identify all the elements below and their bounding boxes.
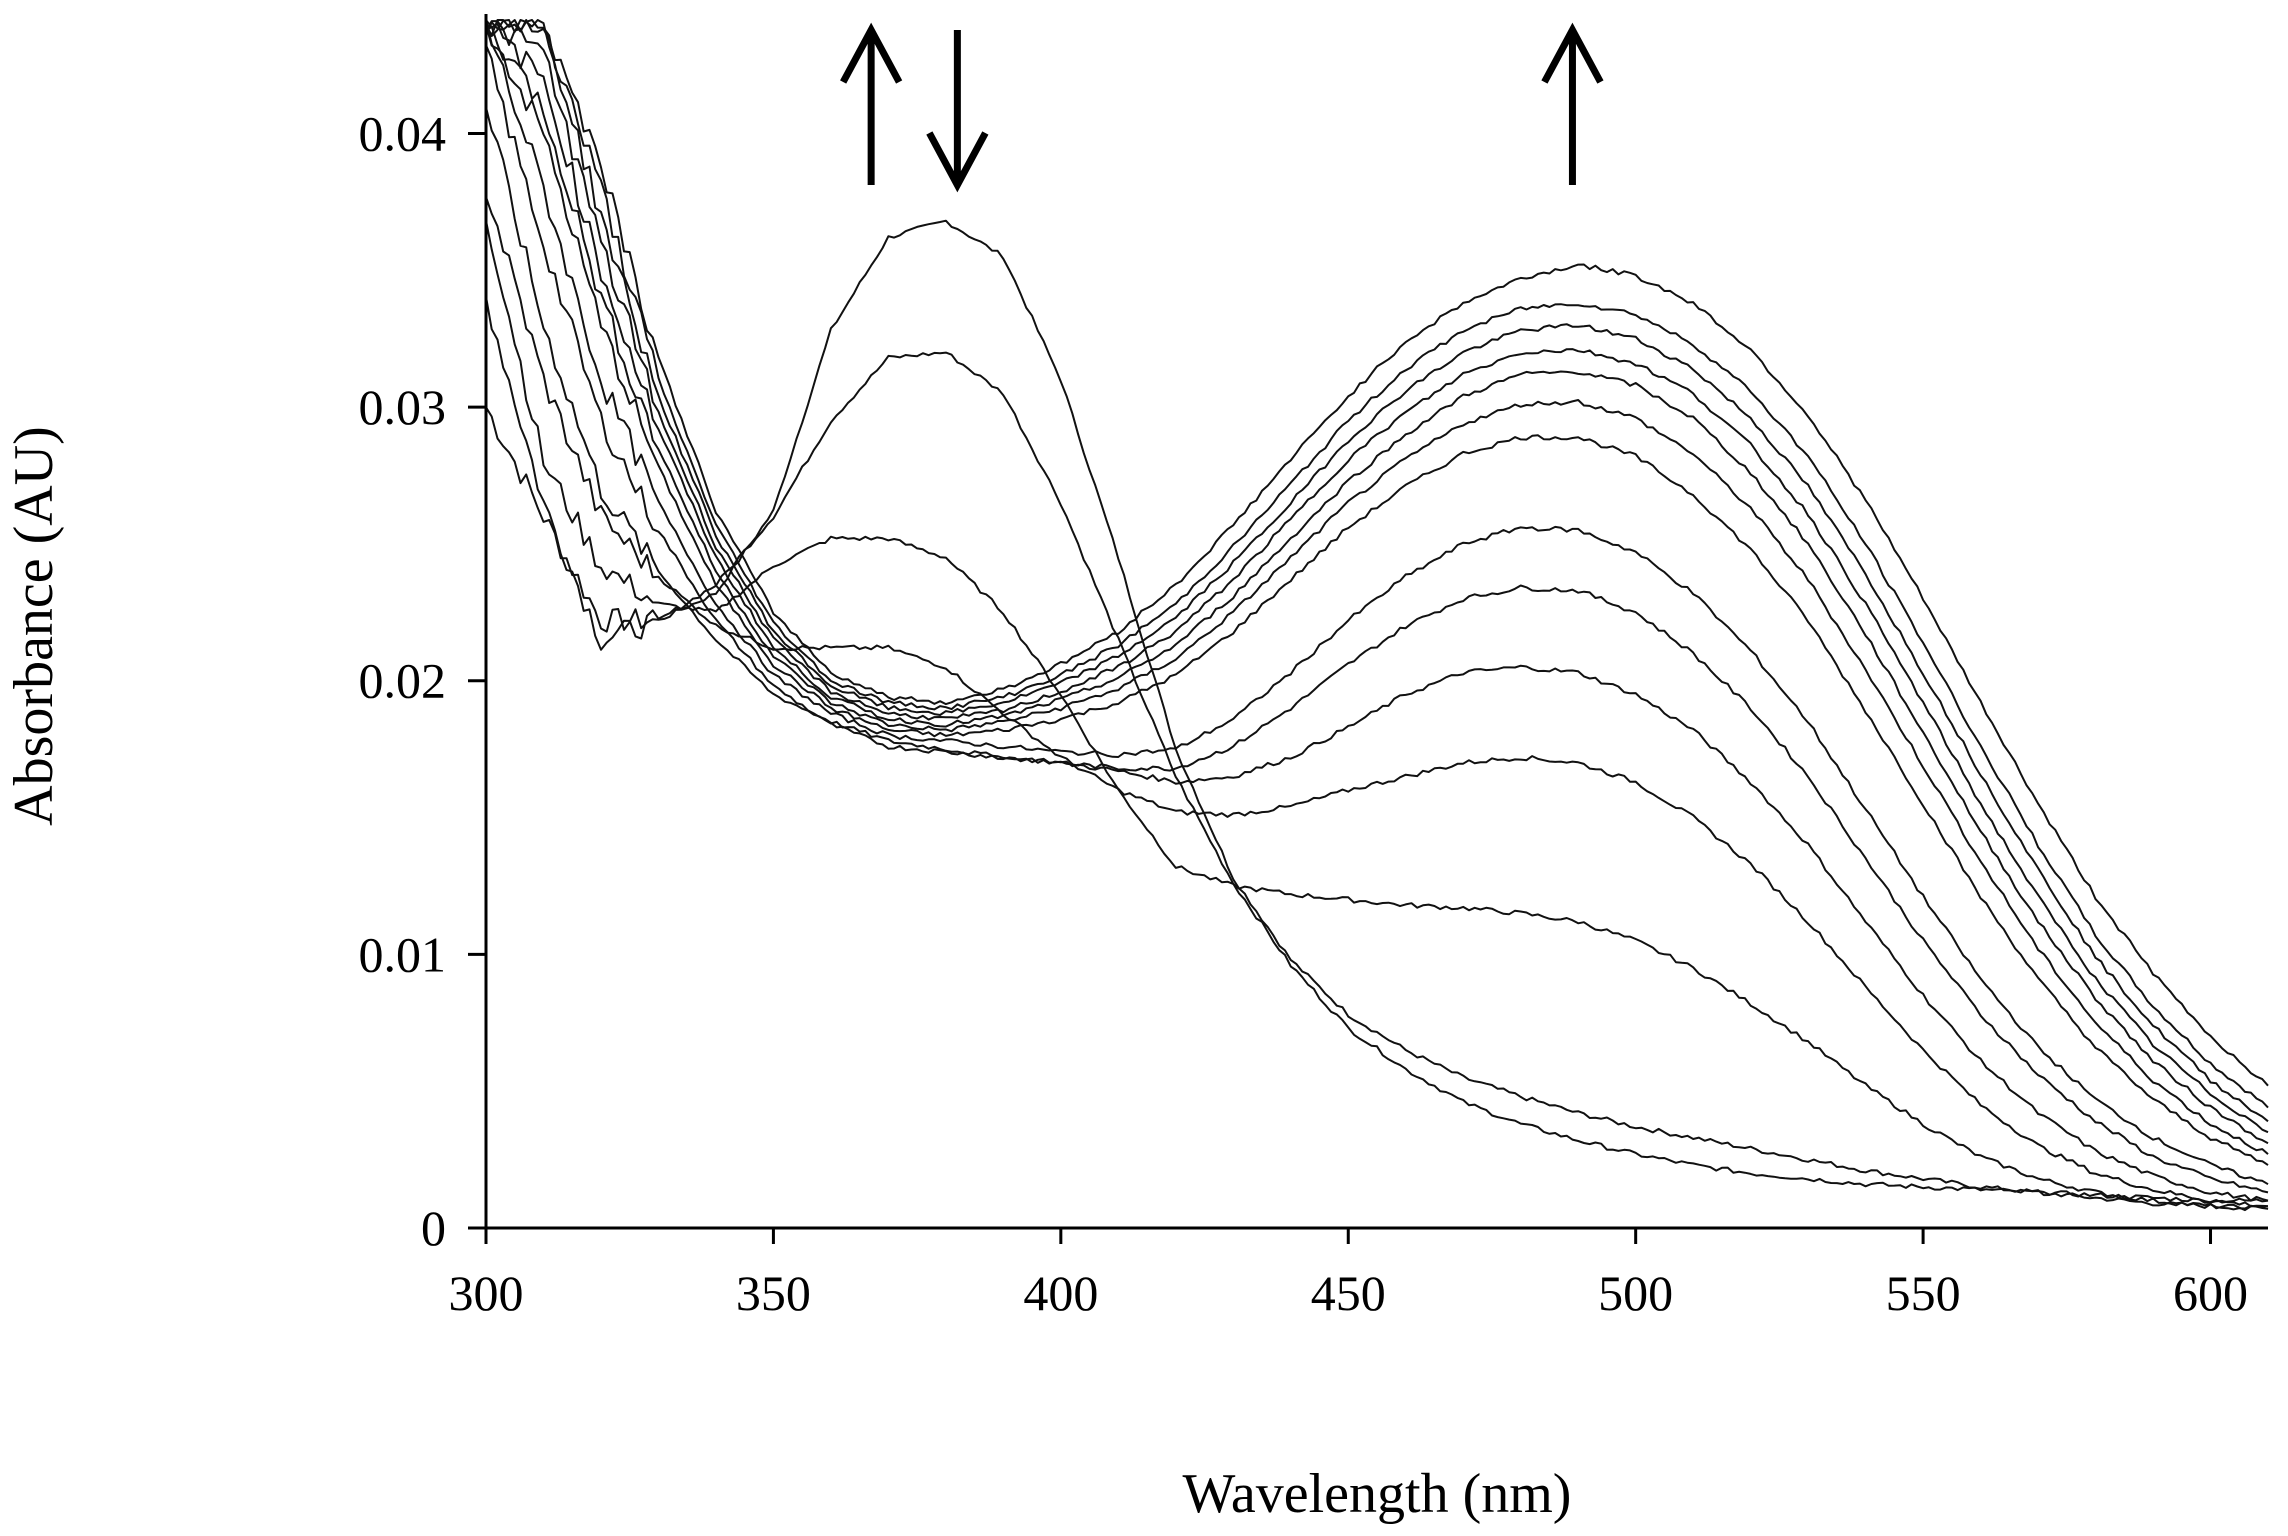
x-tick-label-550: 550 xyxy=(1886,1265,1961,1321)
arrow-annotations xyxy=(840,22,1604,193)
y-tick-label-0.04: 0.04 xyxy=(359,105,447,161)
x-tick-label-400: 400 xyxy=(1023,1265,1098,1321)
series-line-5 xyxy=(485,107,2269,1202)
x-ticks: 300 350 400 450 500 550 600 xyxy=(449,1228,2248,1321)
y-tick-label-0: 0 xyxy=(421,1200,446,1256)
series-line-9 xyxy=(485,25,2269,1155)
series-line-13 xyxy=(485,19,2269,1109)
series-line-2 xyxy=(485,296,2269,1204)
x-tick-label-450: 450 xyxy=(1311,1265,1386,1321)
series-line-11 xyxy=(485,20,2269,1134)
series-line-6 xyxy=(485,44,2269,1194)
series-line-10 xyxy=(485,19,2269,1145)
y-axis-title: Absorbance (AU) xyxy=(3,426,65,826)
series-line-8 xyxy=(485,24,2269,1166)
x-axis-title: Wavelength (nm) xyxy=(1183,1463,1572,1525)
y-tick-label-0.01: 0.01 xyxy=(359,926,447,982)
x-tick-label-500: 500 xyxy=(1598,1265,1673,1321)
x-tick-label-600: 600 xyxy=(2173,1265,2248,1321)
x-tick-label-350: 350 xyxy=(736,1265,811,1321)
series-line-4 xyxy=(485,196,2269,1208)
arrow-up-icon-3 xyxy=(1541,22,1604,185)
x-tick-label-300: 300 xyxy=(449,1265,524,1321)
series-line-12 xyxy=(485,19,2269,1123)
y-tick-label-0.03: 0.03 xyxy=(359,379,447,435)
arrow-down-icon-2 xyxy=(926,30,989,193)
series-line-1 xyxy=(485,219,2269,1211)
arrow-up-icon-1 xyxy=(840,22,903,185)
spectra-series-group xyxy=(485,19,2269,1212)
series-line-14 xyxy=(485,19,2269,1087)
y-ticks: 0 0.01 0.02 0.03 0.04 xyxy=(359,105,486,1256)
axes xyxy=(484,14,2268,1230)
series-line-3 xyxy=(485,220,2269,1212)
y-tick-label-0.02: 0.02 xyxy=(359,653,447,709)
series-line-7 xyxy=(485,19,2269,1186)
